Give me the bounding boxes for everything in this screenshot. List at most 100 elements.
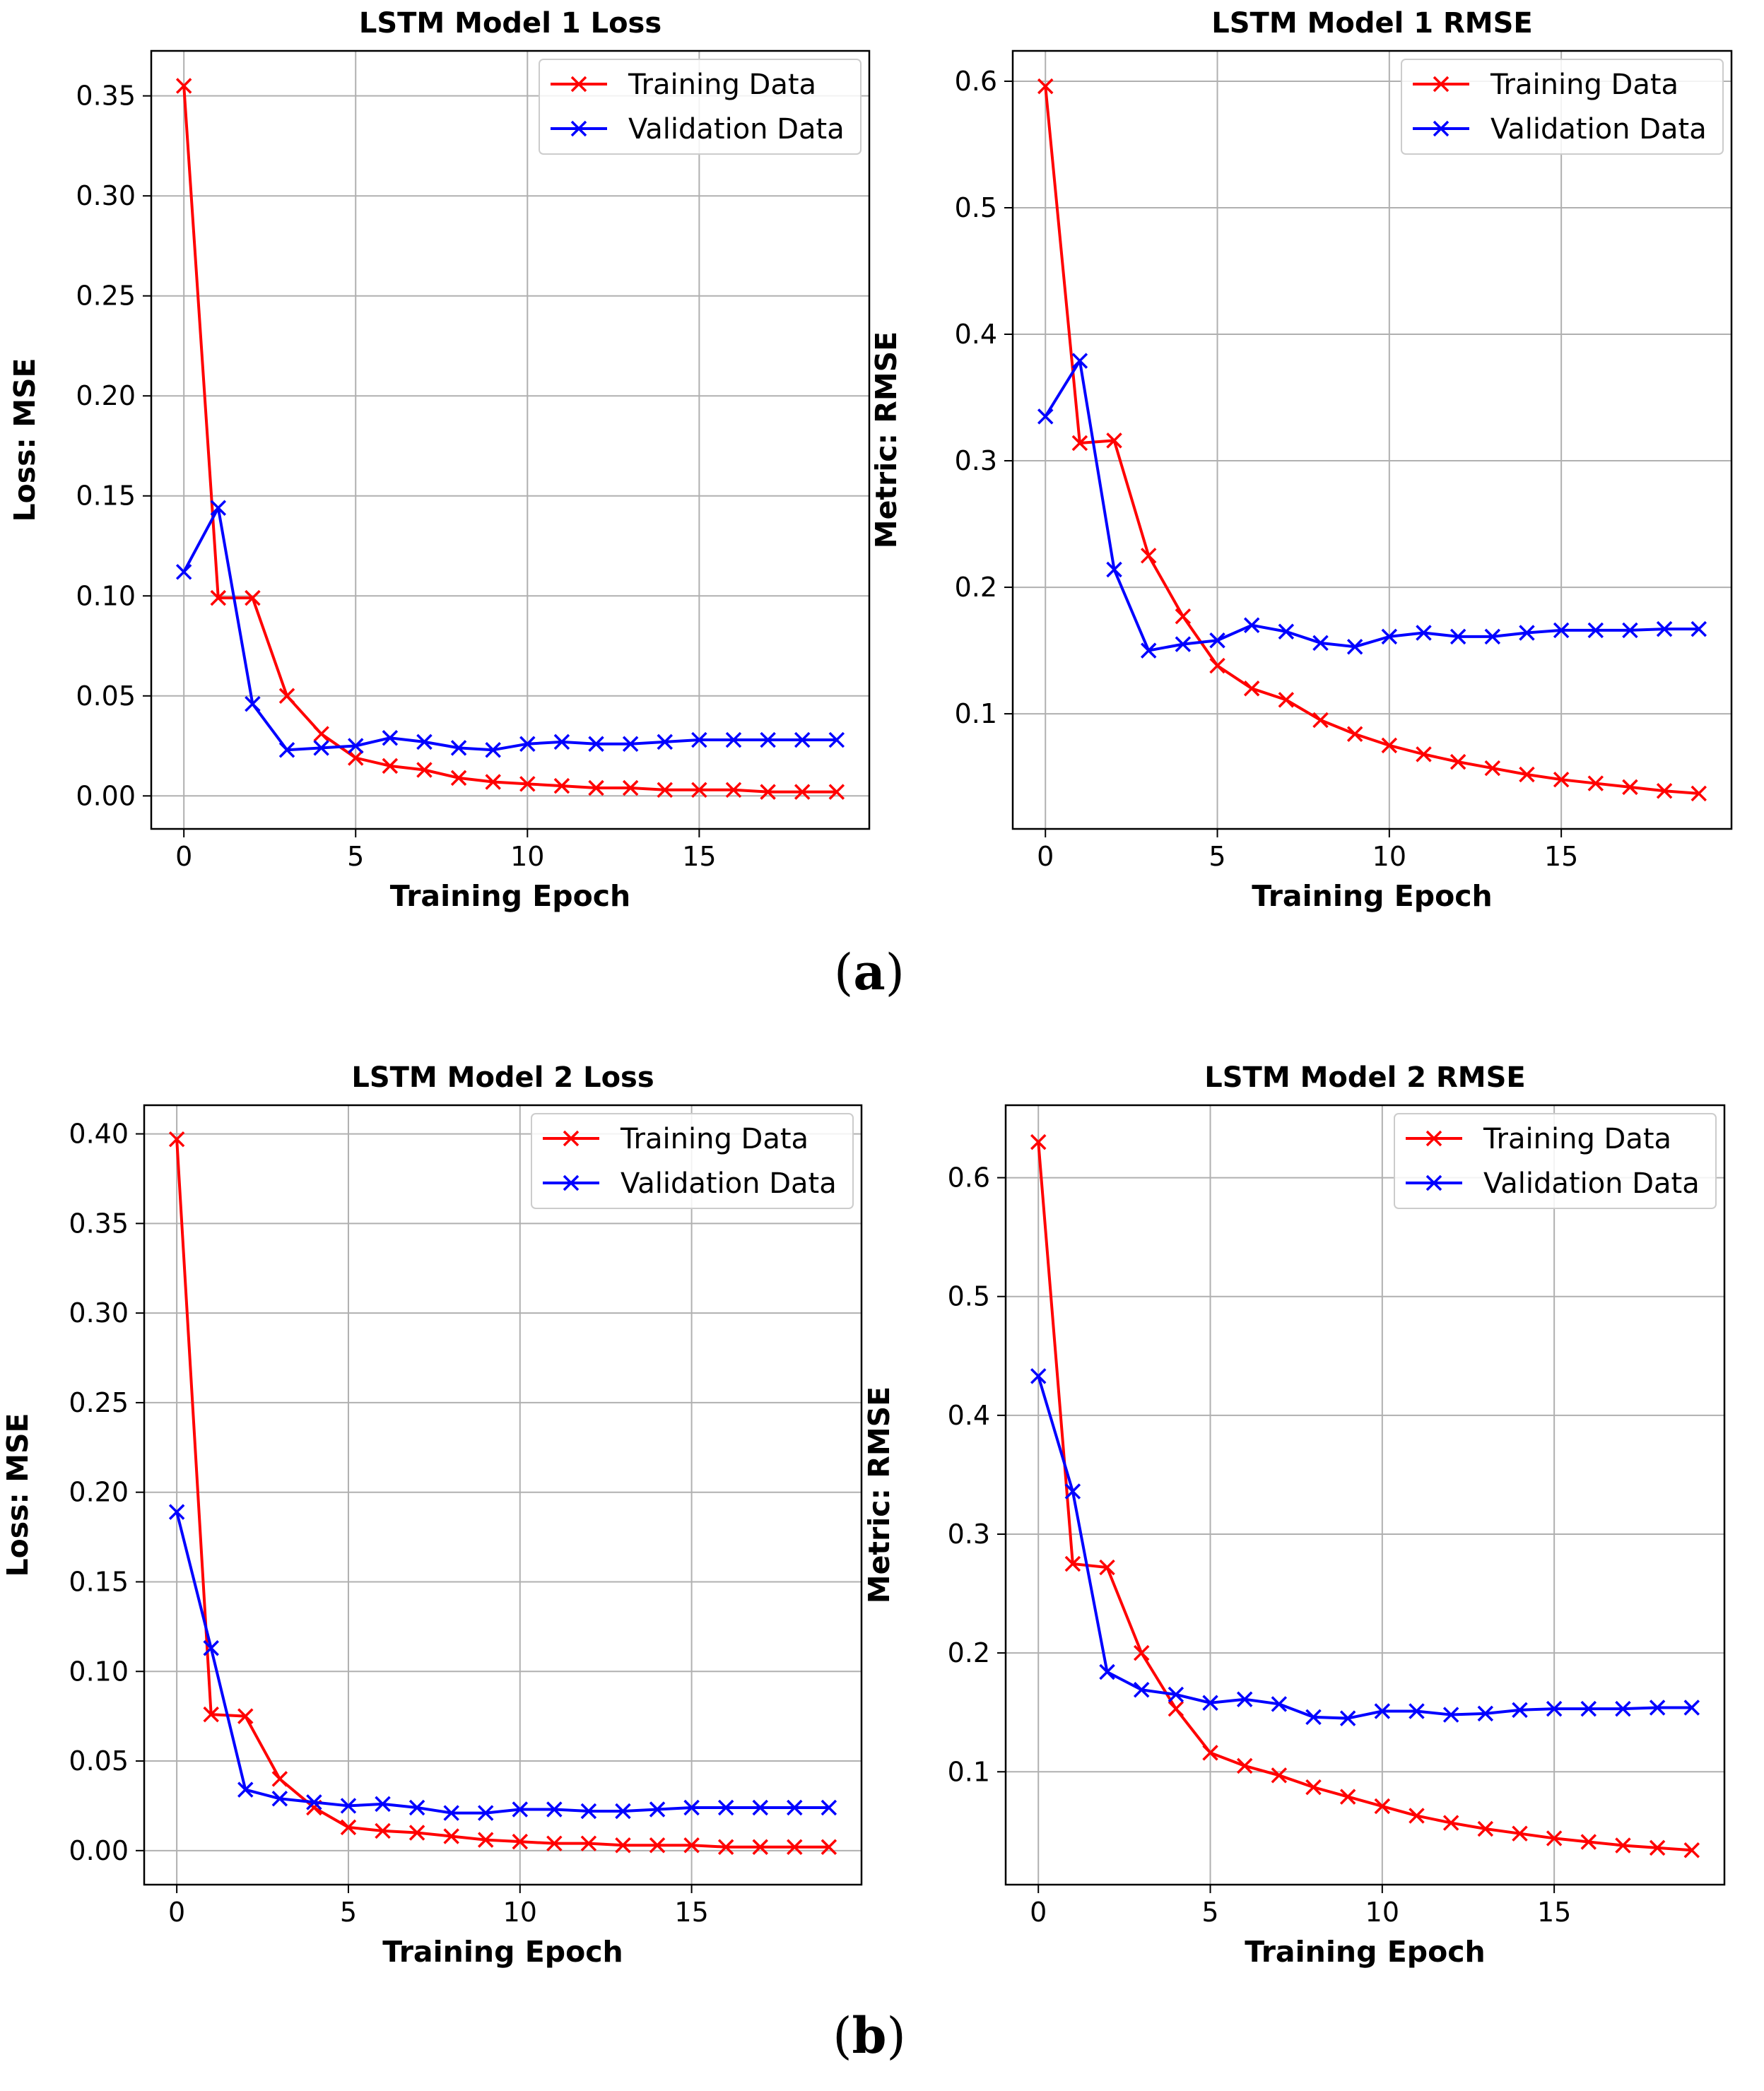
legend-label-validation: Validation Data: [628, 113, 845, 146]
data-point-validation: [1381, 628, 1398, 645]
data-point-validation: [821, 1799, 837, 1816]
legend-label-training: Training Data: [1490, 69, 1678, 101]
data-point-training: [1580, 1834, 1597, 1850]
data-point-validation: [245, 695, 261, 712]
legend-marker-validation: [1425, 1174, 1442, 1191]
data-point-validation: [1683, 1700, 1700, 1716]
data-point-training: [1099, 1559, 1115, 1576]
data-point-validation: [408, 1799, 425, 1816]
data-point-validation: [1512, 1702, 1528, 1719]
data-point-training: [1271, 1767, 1288, 1784]
data-point-training: [210, 589, 227, 606]
series-line-validation: [1044, 359, 1699, 652]
legend-box: [1394, 1113, 1717, 1209]
legend-marker-training: [563, 1130, 580, 1147]
chart-3: 0 5 10 15 0.00 0.05 0.10 0.15 0.20 0.25 0.30 0.35 0.…: [1, 1061, 863, 1969]
x-tick-label: 10: [510, 841, 544, 872]
data-point-validation: [657, 734, 673, 750]
data-point-validation: [375, 1796, 391, 1813]
data-point-training: [271, 1771, 288, 1787]
data-point-validation: [1442, 1707, 1459, 1723]
data-point-training: [1442, 1815, 1459, 1831]
data-point-validation: [725, 731, 742, 748]
data-point-training: [622, 779, 639, 796]
data-point-validation: [1374, 1703, 1391, 1719]
y-tick-label: 0.35: [76, 81, 136, 112]
data-point-validation: [382, 729, 399, 746]
data-point-training: [416, 762, 433, 778]
x-tick-label: 0: [175, 841, 192, 872]
plot-frame: [1011, 49, 1733, 830]
legend-marker-training: [1433, 76, 1450, 93]
data-point-training: [752, 1839, 768, 1855]
data-point-validation: [1339, 1710, 1356, 1726]
data-point-training: [1477, 1820, 1494, 1837]
data-point-validation: [1416, 625, 1432, 641]
data-point-validation: [1168, 1686, 1184, 1703]
y-tick-label: 0.05: [76, 681, 136, 712]
x-tick-label: 15: [1544, 841, 1578, 872]
y-tick-label: 0.25: [76, 281, 136, 312]
data-point-validation: [1064, 1483, 1081, 1500]
data-point-validation: [237, 1781, 254, 1798]
data-point-training: [787, 1839, 803, 1855]
data-point-training: [168, 1131, 185, 1148]
data-point-training: [408, 1825, 425, 1841]
data-point-validation: [416, 734, 433, 750]
data-point-validation: [1312, 635, 1329, 652]
legend-box: [1401, 59, 1724, 155]
data-point-training: [348, 750, 364, 766]
data-point-training: [1339, 1789, 1356, 1805]
data-point-validation: [1587, 622, 1604, 639]
data-point-validation: [1546, 1700, 1563, 1717]
plot-frame: [143, 1104, 863, 1886]
data-point-training: [615, 1837, 631, 1854]
data-point-training: [203, 1706, 219, 1723]
data-point-training: [1140, 548, 1157, 564]
data-point-training: [1615, 1837, 1631, 1854]
data-point-validation: [485, 741, 501, 758]
y-tick-label: 0.3: [948, 1519, 990, 1550]
data-point-training: [1346, 726, 1363, 742]
data-point-training: [340, 1819, 357, 1836]
y-tick-label: 0.1: [948, 1756, 990, 1787]
data-point-validation: [1580, 1700, 1597, 1717]
x-tick-label: 10: [1372, 841, 1406, 872]
x-tick-label: 15: [674, 1897, 708, 1928]
data-point-validation: [271, 1791, 288, 1807]
data-point-training: [691, 782, 707, 799]
y-tick-label: 0.00: [69, 1835, 129, 1866]
data-point-training: [375, 1822, 391, 1839]
data-point-validation: [622, 736, 639, 752]
y-tick-label: 0.15: [76, 481, 136, 512]
data-point-training: [794, 784, 811, 800]
legend-label-validation: Validation Data: [1483, 1167, 1700, 1200]
data-point-training: [1374, 1798, 1391, 1815]
data-point-validation: [649, 1801, 666, 1818]
data-point-training: [1106, 432, 1122, 449]
y-tick-label: 0.5: [955, 192, 997, 223]
y-tick-label: 0.2: [948, 1637, 990, 1668]
data-point-training: [725, 782, 742, 799]
data-point-validation: [1202, 1695, 1218, 1711]
series-line-validation: [1037, 1375, 1692, 1720]
data-point-training: [450, 770, 467, 787]
data-point-training: [1202, 1745, 1218, 1761]
x-axis-label: Training Epoch: [1245, 1935, 1485, 1969]
data-point-training: [1312, 712, 1329, 729]
chart-title: LSTM Model 1 Loss: [359, 7, 662, 40]
x-tick-label: 5: [340, 1897, 357, 1928]
data-point-validation: [546, 1801, 563, 1818]
data-point-validation: [512, 1801, 529, 1818]
data-point-validation: [1106, 561, 1122, 578]
data-point-validation: [1690, 620, 1707, 637]
x-tick-label: 5: [1201, 1897, 1218, 1928]
data-point-training: [1037, 78, 1054, 95]
legend-marker-validation: [1433, 120, 1450, 137]
y-tick-label: 0.05: [69, 1745, 129, 1777]
data-point-validation: [1209, 632, 1225, 649]
data-point-training: [1064, 1555, 1081, 1572]
chart-title: LSTM Model 1 RMSE: [1211, 7, 1533, 40]
data-point-validation: [477, 1805, 494, 1821]
